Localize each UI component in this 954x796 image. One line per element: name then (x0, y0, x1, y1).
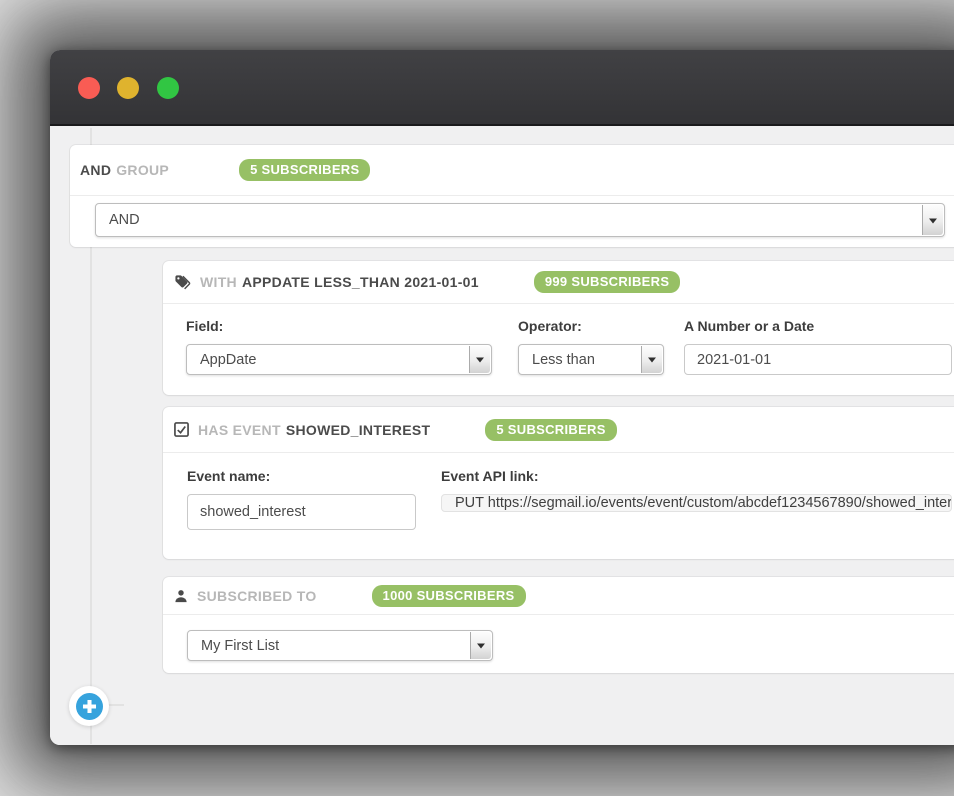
chevron-down-icon (641, 346, 662, 373)
chevron-down-icon (469, 346, 490, 373)
field-select[interactable]: AppDate (186, 344, 492, 375)
tree-connector-line (90, 128, 92, 744)
boolean-operator-select[interactable]: AND (95, 203, 945, 237)
minimize-button[interactable] (117, 77, 139, 99)
zoom-button[interactable] (157, 77, 179, 99)
value-input-text: 2021-01-01 (697, 351, 772, 368)
event-name-label: Event name: (187, 468, 271, 484)
field-condition-title: APPDATE LESS_THAN 2021-01-01 (241, 274, 479, 290)
and-group-header: AND GROUP 5 SUBSCRIBERS (70, 145, 954, 196)
field-condition-prefix: WITH (200, 274, 237, 290)
checkbox-icon (174, 422, 189, 437)
field-condition-header: WITH APPDATE LESS_THAN 2021-01-01 999 SU… (163, 261, 954, 304)
chevron-down-icon (470, 632, 491, 659)
list-select[interactable]: My First List (187, 630, 493, 661)
close-button[interactable] (78, 77, 100, 99)
plus-icon (75, 692, 103, 720)
event-condition-card: HAS EVENT SHOWED_INTEREST 5 SUBSCRIBERS … (163, 407, 954, 559)
value-label: A Number or a Date (684, 318, 815, 334)
event-api-link-label: Event API link: (441, 468, 539, 484)
tags-icon (174, 274, 191, 291)
list-subscriber-badge: 1000 SUBSCRIBERS (371, 584, 526, 607)
chevron-down-icon (922, 205, 943, 235)
field-label: Field: (186, 318, 224, 334)
group-type-title: GROUP (116, 162, 170, 178)
list-condition-card: SUBSCRIBED TO 1000 SUBSCRIBERS My First … (163, 577, 954, 673)
event-condition-prefix: HAS EVENT (198, 421, 281, 438)
tree-connector-stub (108, 704, 124, 706)
event-name-input[interactable]: showed_interest (187, 494, 416, 530)
event-condition-title: SHOWED_INTEREST (285, 421, 431, 438)
field-condition-card: WITH APPDATE LESS_THAN 2021-01-01 999 SU… (163, 261, 954, 395)
group-operator-title: AND (80, 162, 112, 178)
field-select-value: AppDate (200, 351, 257, 368)
operator-select[interactable]: Less than (518, 344, 664, 375)
window-content: AND GROUP 5 SUBSCRIBERS AND (50, 126, 954, 745)
window-titlebar[interactable] (50, 50, 954, 126)
event-api-link-text: PUT https://segmail.io/events/event/cust… (455, 495, 952, 511)
list-select-value: My First List (201, 637, 280, 654)
event-api-link-field[interactable]: PUT https://segmail.io/events/event/cust… (441, 494, 952, 512)
operator-select-value: Less than (532, 351, 595, 368)
and-group-card: AND GROUP 5 SUBSCRIBERS AND (70, 145, 954, 247)
event-subscriber-badge: 5 SUBSCRIBERS (485, 418, 617, 441)
event-condition-header: HAS EVENT SHOWED_INTEREST 5 SUBSCRIBERS (163, 407, 954, 453)
value-input[interactable]: 2021-01-01 (684, 344, 952, 375)
list-condition-prefix: SUBSCRIBED TO (197, 587, 317, 604)
add-condition-button[interactable] (69, 686, 109, 726)
list-condition-header: SUBSCRIBED TO 1000 SUBSCRIBERS (163, 577, 954, 615)
event-name-input-text: showed_interest (200, 504, 306, 520)
field-subscriber-badge: 999 SUBSCRIBERS (533, 271, 681, 293)
user-icon (174, 589, 188, 603)
operator-label: Operator: (518, 318, 582, 334)
app-window: AND GROUP 5 SUBSCRIBERS AND (50, 50, 954, 745)
boolean-operator-value: AND (109, 212, 140, 228)
group-subscriber-badge: 5 SUBSCRIBERS (239, 159, 371, 181)
